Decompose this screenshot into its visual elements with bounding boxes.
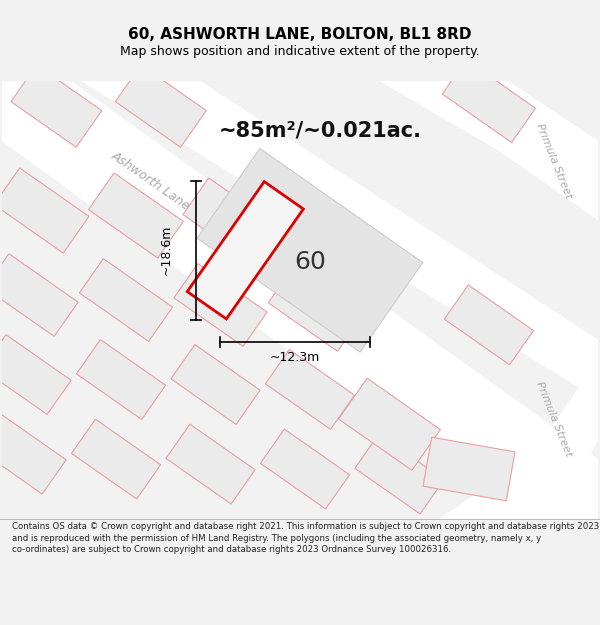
Polygon shape (187, 182, 304, 319)
Polygon shape (268, 269, 362, 351)
Polygon shape (76, 339, 166, 419)
Polygon shape (174, 264, 267, 346)
Text: 60: 60 (294, 250, 326, 274)
Text: ~12.3m: ~12.3m (270, 351, 320, 364)
Text: Contains OS data © Crown copyright and database right 2021. This information is : Contains OS data © Crown copyright and d… (12, 522, 599, 554)
Polygon shape (0, 254, 78, 336)
Polygon shape (79, 259, 173, 341)
Polygon shape (0, 414, 66, 494)
Polygon shape (166, 424, 255, 504)
Polygon shape (489, 469, 598, 519)
Polygon shape (2, 81, 598, 399)
Polygon shape (380, 81, 598, 221)
Polygon shape (439, 359, 598, 519)
Polygon shape (2, 81, 598, 519)
Polygon shape (88, 173, 184, 258)
Polygon shape (11, 65, 102, 148)
Polygon shape (115, 65, 206, 148)
Polygon shape (355, 434, 444, 514)
Polygon shape (338, 378, 440, 471)
Polygon shape (171, 344, 260, 424)
Text: 60, ASHWORTH LANE, BOLTON, BL1 8RD: 60, ASHWORTH LANE, BOLTON, BL1 8RD (128, 27, 472, 42)
Polygon shape (265, 349, 355, 429)
Text: Primula Street: Primula Street (534, 122, 573, 200)
Polygon shape (445, 285, 533, 365)
Polygon shape (183, 178, 278, 263)
Polygon shape (423, 438, 515, 501)
Text: Primula Street: Primula Street (534, 380, 573, 458)
Polygon shape (197, 149, 423, 352)
Polygon shape (0, 168, 89, 253)
Polygon shape (0, 334, 71, 414)
Polygon shape (442, 60, 536, 142)
Text: Ashworth Lane: Ashworth Lane (109, 149, 193, 213)
Text: Map shows position and indicative extent of the property.: Map shows position and indicative extent… (120, 45, 480, 58)
Polygon shape (260, 429, 350, 509)
Polygon shape (71, 419, 161, 499)
Text: ~18.6m: ~18.6m (159, 225, 172, 276)
Text: ~85m²/~0.021ac.: ~85m²/~0.021ac. (218, 121, 421, 141)
